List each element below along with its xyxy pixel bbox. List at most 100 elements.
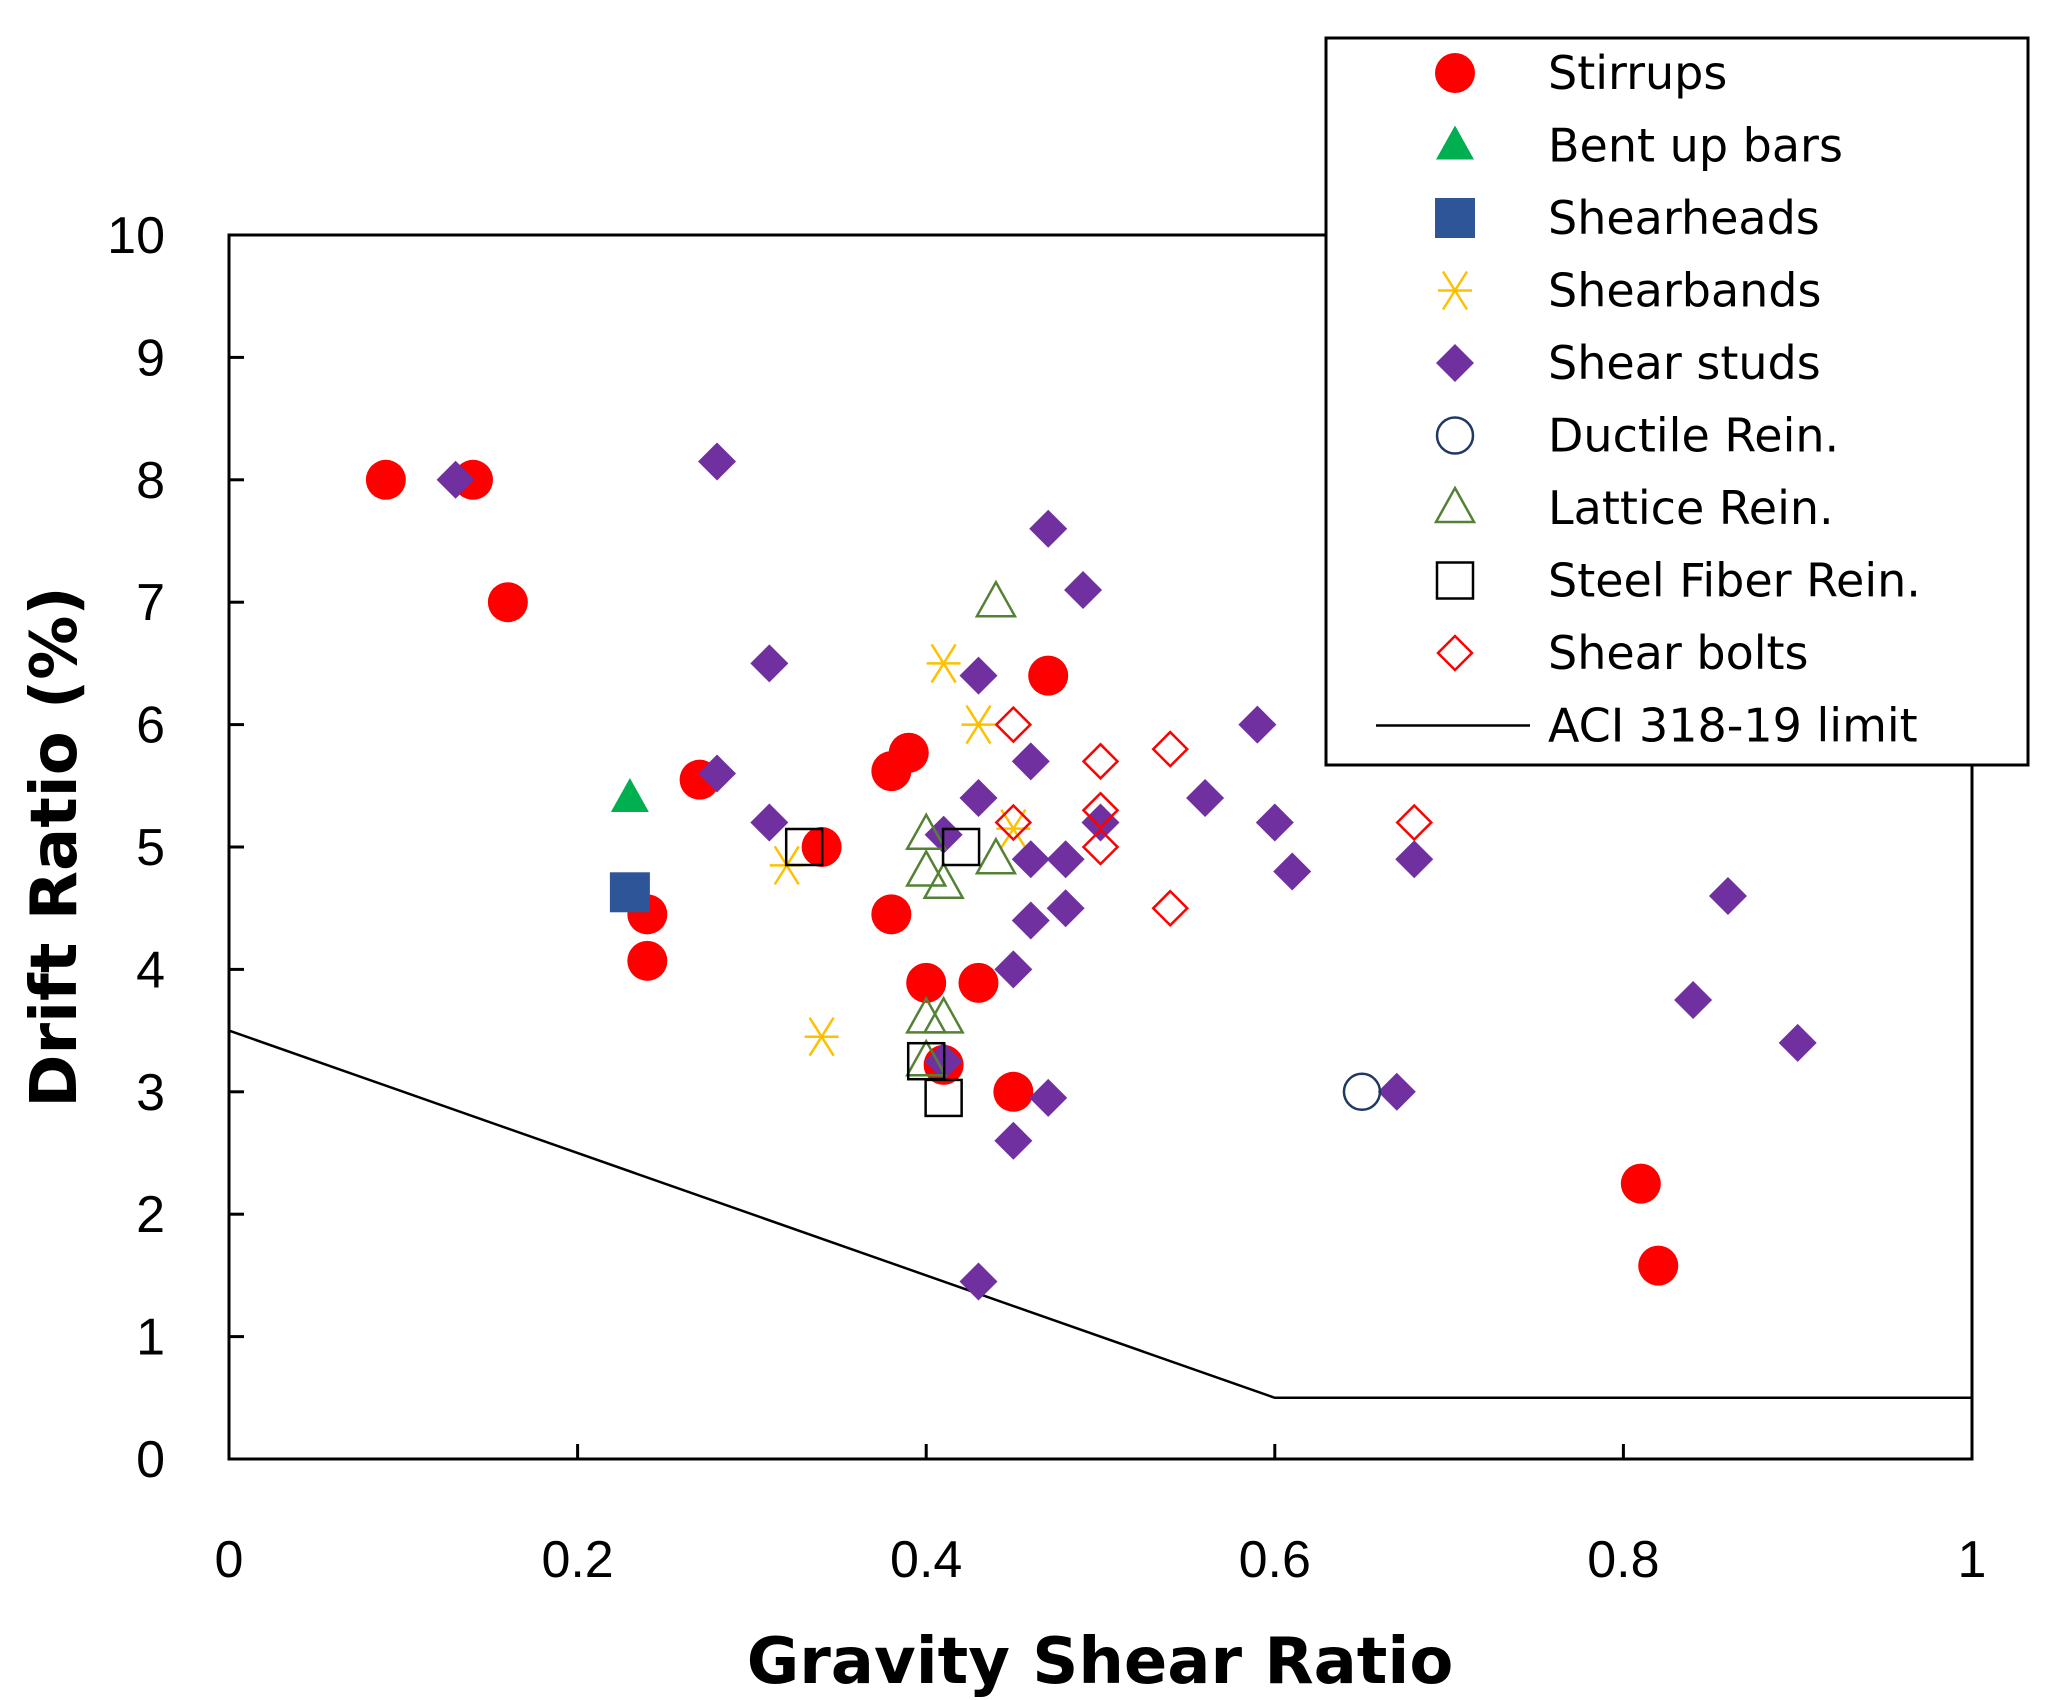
series-shearheads: [609, 872, 650, 913]
data-point: [1342, 1072, 1382, 1112]
series-shear-studs: [436, 442, 1817, 1301]
series-steel-fiber-rein: [784, 827, 981, 1118]
data-point: [905, 1038, 948, 1077]
series-lattice-rein: [905, 579, 1018, 1077]
data-point: [1011, 840, 1050, 879]
data-point: [1674, 981, 1713, 1019]
y-tick-label: 1: [136, 1309, 165, 1367]
data-point: [1708, 876, 1747, 915]
data-point: [961, 704, 996, 745]
x-tick-label: 0.8: [1587, 1531, 1659, 1589]
y-tick-label: 2: [136, 1186, 165, 1244]
series-bent-up-bars: [610, 778, 649, 813]
data-point: [993, 1071, 1034, 1112]
data-point: [922, 861, 965, 899]
data-point: [1151, 730, 1189, 768]
series-ductile-rein: [1342, 1072, 1382, 1112]
data-point: [1778, 1023, 1817, 1062]
data-point: [610, 778, 649, 813]
data-point: [994, 803, 1033, 842]
data-point: [905, 812, 948, 851]
data-point: [1081, 791, 1120, 830]
plot-layer: [228, 442, 1972, 1400]
data-point: [1273, 852, 1312, 891]
legend: Stirrups Bent up bars Shearheads Shearbands…: [1324, 36, 2030, 767]
data-point: [906, 962, 947, 1003]
legend-marker: [1436, 125, 1474, 160]
data-point: [888, 732, 929, 773]
x-axis-ticks: 0 0.2 0.4 0.6 0.8 1: [215, 1444, 1987, 1589]
data-point: [1011, 901, 1050, 940]
data-point: [1046, 840, 1085, 879]
data-point: [627, 940, 668, 981]
data-point: [1046, 889, 1085, 928]
legend-label: Shear studs: [1548, 336, 1821, 390]
data-point: [959, 779, 998, 818]
x-tick-label: 0.2: [541, 1531, 613, 1589]
data-point: [1395, 840, 1434, 879]
data-point: [1028, 655, 1069, 696]
data-point: [487, 582, 528, 623]
y-tick-label: 4: [136, 941, 165, 999]
data-point: [958, 962, 999, 1003]
legend-marker: [1436, 634, 1474, 672]
legend-marker: [1435, 561, 1475, 600]
data-point: [750, 803, 789, 842]
y-axis-ticks: 0 1 2 3 4 5 6 7 8 9 10: [107, 207, 244, 1489]
data-point: [1081, 828, 1120, 866]
data-point: [974, 579, 1018, 618]
data-point: [974, 836, 1018, 875]
legend-marker: [1433, 485, 1477, 524]
data-point: [784, 827, 824, 867]
y-tick-label: 10: [107, 207, 165, 265]
legend-label: Shear bolts: [1548, 626, 1809, 680]
data-point: [871, 894, 912, 935]
data-point: [750, 644, 789, 683]
data-point: [959, 656, 998, 695]
data-point: [994, 705, 1033, 744]
legend-items: Stirrups Bent up bars Shearheads Shearbands…: [1376, 46, 1921, 753]
legend-marker: [1435, 416, 1475, 455]
legend-label: Bent up bars: [1548, 119, 1843, 173]
y-tick-label: 7: [136, 574, 165, 632]
data-point: [941, 827, 981, 867]
series-shearbands: [769, 643, 1031, 1057]
legend-label: ACI 318-19 limit: [1548, 699, 1918, 753]
data-point: [1064, 570, 1103, 609]
data-point: [1081, 803, 1120, 842]
data-point: [1029, 509, 1068, 548]
data-point: [609, 872, 650, 913]
y-tick-label: 5: [136, 819, 165, 877]
data-point: [1377, 1072, 1416, 1111]
y-axis-title: Drift Ratio (%): [18, 586, 92, 1107]
y-tick-label: 9: [136, 329, 165, 387]
data-point: [994, 1121, 1033, 1160]
x-axis-title: Gravity Shear Ratio: [747, 1625, 1454, 1699]
data-point: [924, 1078, 963, 1118]
aci-limit-line: [228, 1029, 1972, 1400]
y-tick-label: 0: [136, 1431, 165, 1489]
data-point: [1620, 1163, 1661, 1204]
data-point: [994, 950, 1033, 989]
x-tick-label: 1: [1958, 1531, 1987, 1589]
data-point: [804, 1017, 839, 1057]
legend-marker: [1438, 270, 1472, 311]
data-point: [1395, 803, 1434, 842]
legend-label: Ductile Rein.: [1548, 409, 1839, 463]
legend-label: Steel Fiber Rein.: [1548, 554, 1921, 608]
data-point: [922, 995, 965, 1034]
data-point: [926, 643, 961, 684]
data-point: [1238, 705, 1277, 744]
y-tick-label: 8: [136, 452, 165, 510]
data-point: [1151, 889, 1189, 927]
x-tick-label: 0.6: [1239, 1531, 1311, 1589]
data-point: [698, 442, 737, 481]
legend-marker: [1435, 198, 1475, 238]
legend-marker: [1435, 53, 1475, 93]
data-point: [1255, 803, 1294, 842]
legend-label: Shearbands: [1548, 264, 1821, 318]
data-point: [436, 460, 475, 499]
data-point: [1011, 742, 1050, 781]
y-tick-label: 3: [136, 1064, 165, 1122]
